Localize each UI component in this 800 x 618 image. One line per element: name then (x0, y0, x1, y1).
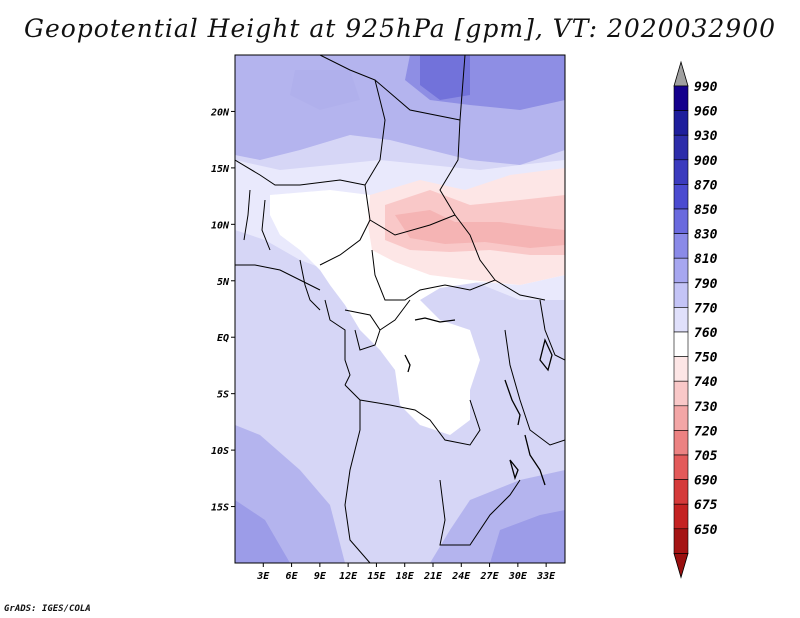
credit-text: GrADS: IGES/COLA (4, 604, 91, 614)
colorbar-label: 750 (694, 351, 718, 366)
lat-label: 5N (217, 277, 230, 288)
colorbar-label: 810 (694, 252, 718, 267)
lon-label: 9E (314, 571, 327, 582)
lat-label: EQ (217, 333, 229, 344)
colorbar-swatch (673, 405, 689, 431)
lon-label: 18E (396, 571, 415, 582)
colorbar-swatch (673, 479, 689, 505)
colorbar: 990 960 930 900 870 850 830 810 790 770 760 750 740 7… (673, 60, 718, 579)
colorbar-top-cap (673, 60, 689, 87)
colorbar-swatch (673, 134, 689, 161)
colorbar-swatch (673, 110, 689, 136)
colorbar-label: 760 (694, 326, 718, 341)
lat-label: 5S (217, 390, 229, 401)
country-borders (235, 55, 565, 563)
colorbar-swatch (673, 528, 689, 554)
lon-label: 33E (536, 571, 556, 582)
latitude-axis: 20N 15N 10N 5N EQ 5S 10S 15S (210, 107, 235, 514)
colorbar-label: 740 (694, 375, 718, 390)
lon-label: 15E (367, 571, 386, 582)
colorbar-label: 705 (694, 449, 718, 464)
lat-label: 10S (211, 446, 229, 457)
colorbar-label: 720 (694, 424, 718, 439)
colorbar-label: 675 (694, 498, 718, 513)
colorbar-label: 730 (694, 400, 718, 415)
colorbar-bottom-cap (673, 553, 689, 579)
colorbar-swatch (673, 184, 689, 210)
colorbar-label: 830 (694, 228, 718, 243)
colorbar-label: 900 (694, 154, 718, 169)
lon-label: 24E (451, 571, 471, 582)
colorbar-swatch (673, 257, 689, 284)
map-frame (234, 54, 566, 564)
colorbar-swatch (673, 380, 689, 407)
colorbar-swatch (673, 356, 689, 382)
colorbar-label: 990 (694, 80, 718, 95)
colorbar-swatch (673, 454, 689, 480)
colorbar-swatch (673, 85, 689, 111)
colorbar-swatch (673, 331, 689, 357)
colorbar-swatch (673, 208, 689, 234)
colorbar-label: 770 (694, 301, 718, 316)
colorbar-label: 930 (694, 129, 718, 144)
lat-label: 20N (210, 107, 230, 118)
colorbar-swatch (673, 503, 689, 530)
colorbar-label: 690 (694, 474, 718, 489)
colorbar-label: 870 (694, 178, 718, 193)
colorbar-swatch (673, 233, 689, 259)
coastline-lakes (404, 317, 553, 486)
lat-label: 15N (211, 164, 230, 175)
lat-label: 15S (211, 503, 229, 514)
colorbar-swatch (673, 430, 689, 456)
chart-title: Geopotential Height at 925hPa [gpm], VT:… (23, 14, 777, 43)
colorbar-label: 650 (694, 523, 718, 538)
lon-label: 3E (256, 571, 270, 582)
colorbar-label: 790 (694, 277, 718, 292)
lat-label: 10N (211, 220, 230, 231)
colorbar-swatch (673, 159, 689, 185)
lon-label: 12E (339, 571, 358, 582)
colorbar-swatch (673, 307, 689, 333)
longitude-axis: 3E 6E 9E 12E 15E 18E 21E 24E 27E 30E 33E (256, 563, 556, 582)
height-field (235, 55, 565, 563)
lon-label: 27E (480, 571, 500, 582)
colorbar-label: 850 (694, 203, 718, 218)
lon-label: 30E (508, 571, 528, 582)
colorbar-label: 960 (694, 105, 718, 120)
colorbar-swatch (673, 282, 689, 308)
lon-label: 21E (423, 571, 443, 582)
lon-label: 6E (286, 571, 299, 582)
